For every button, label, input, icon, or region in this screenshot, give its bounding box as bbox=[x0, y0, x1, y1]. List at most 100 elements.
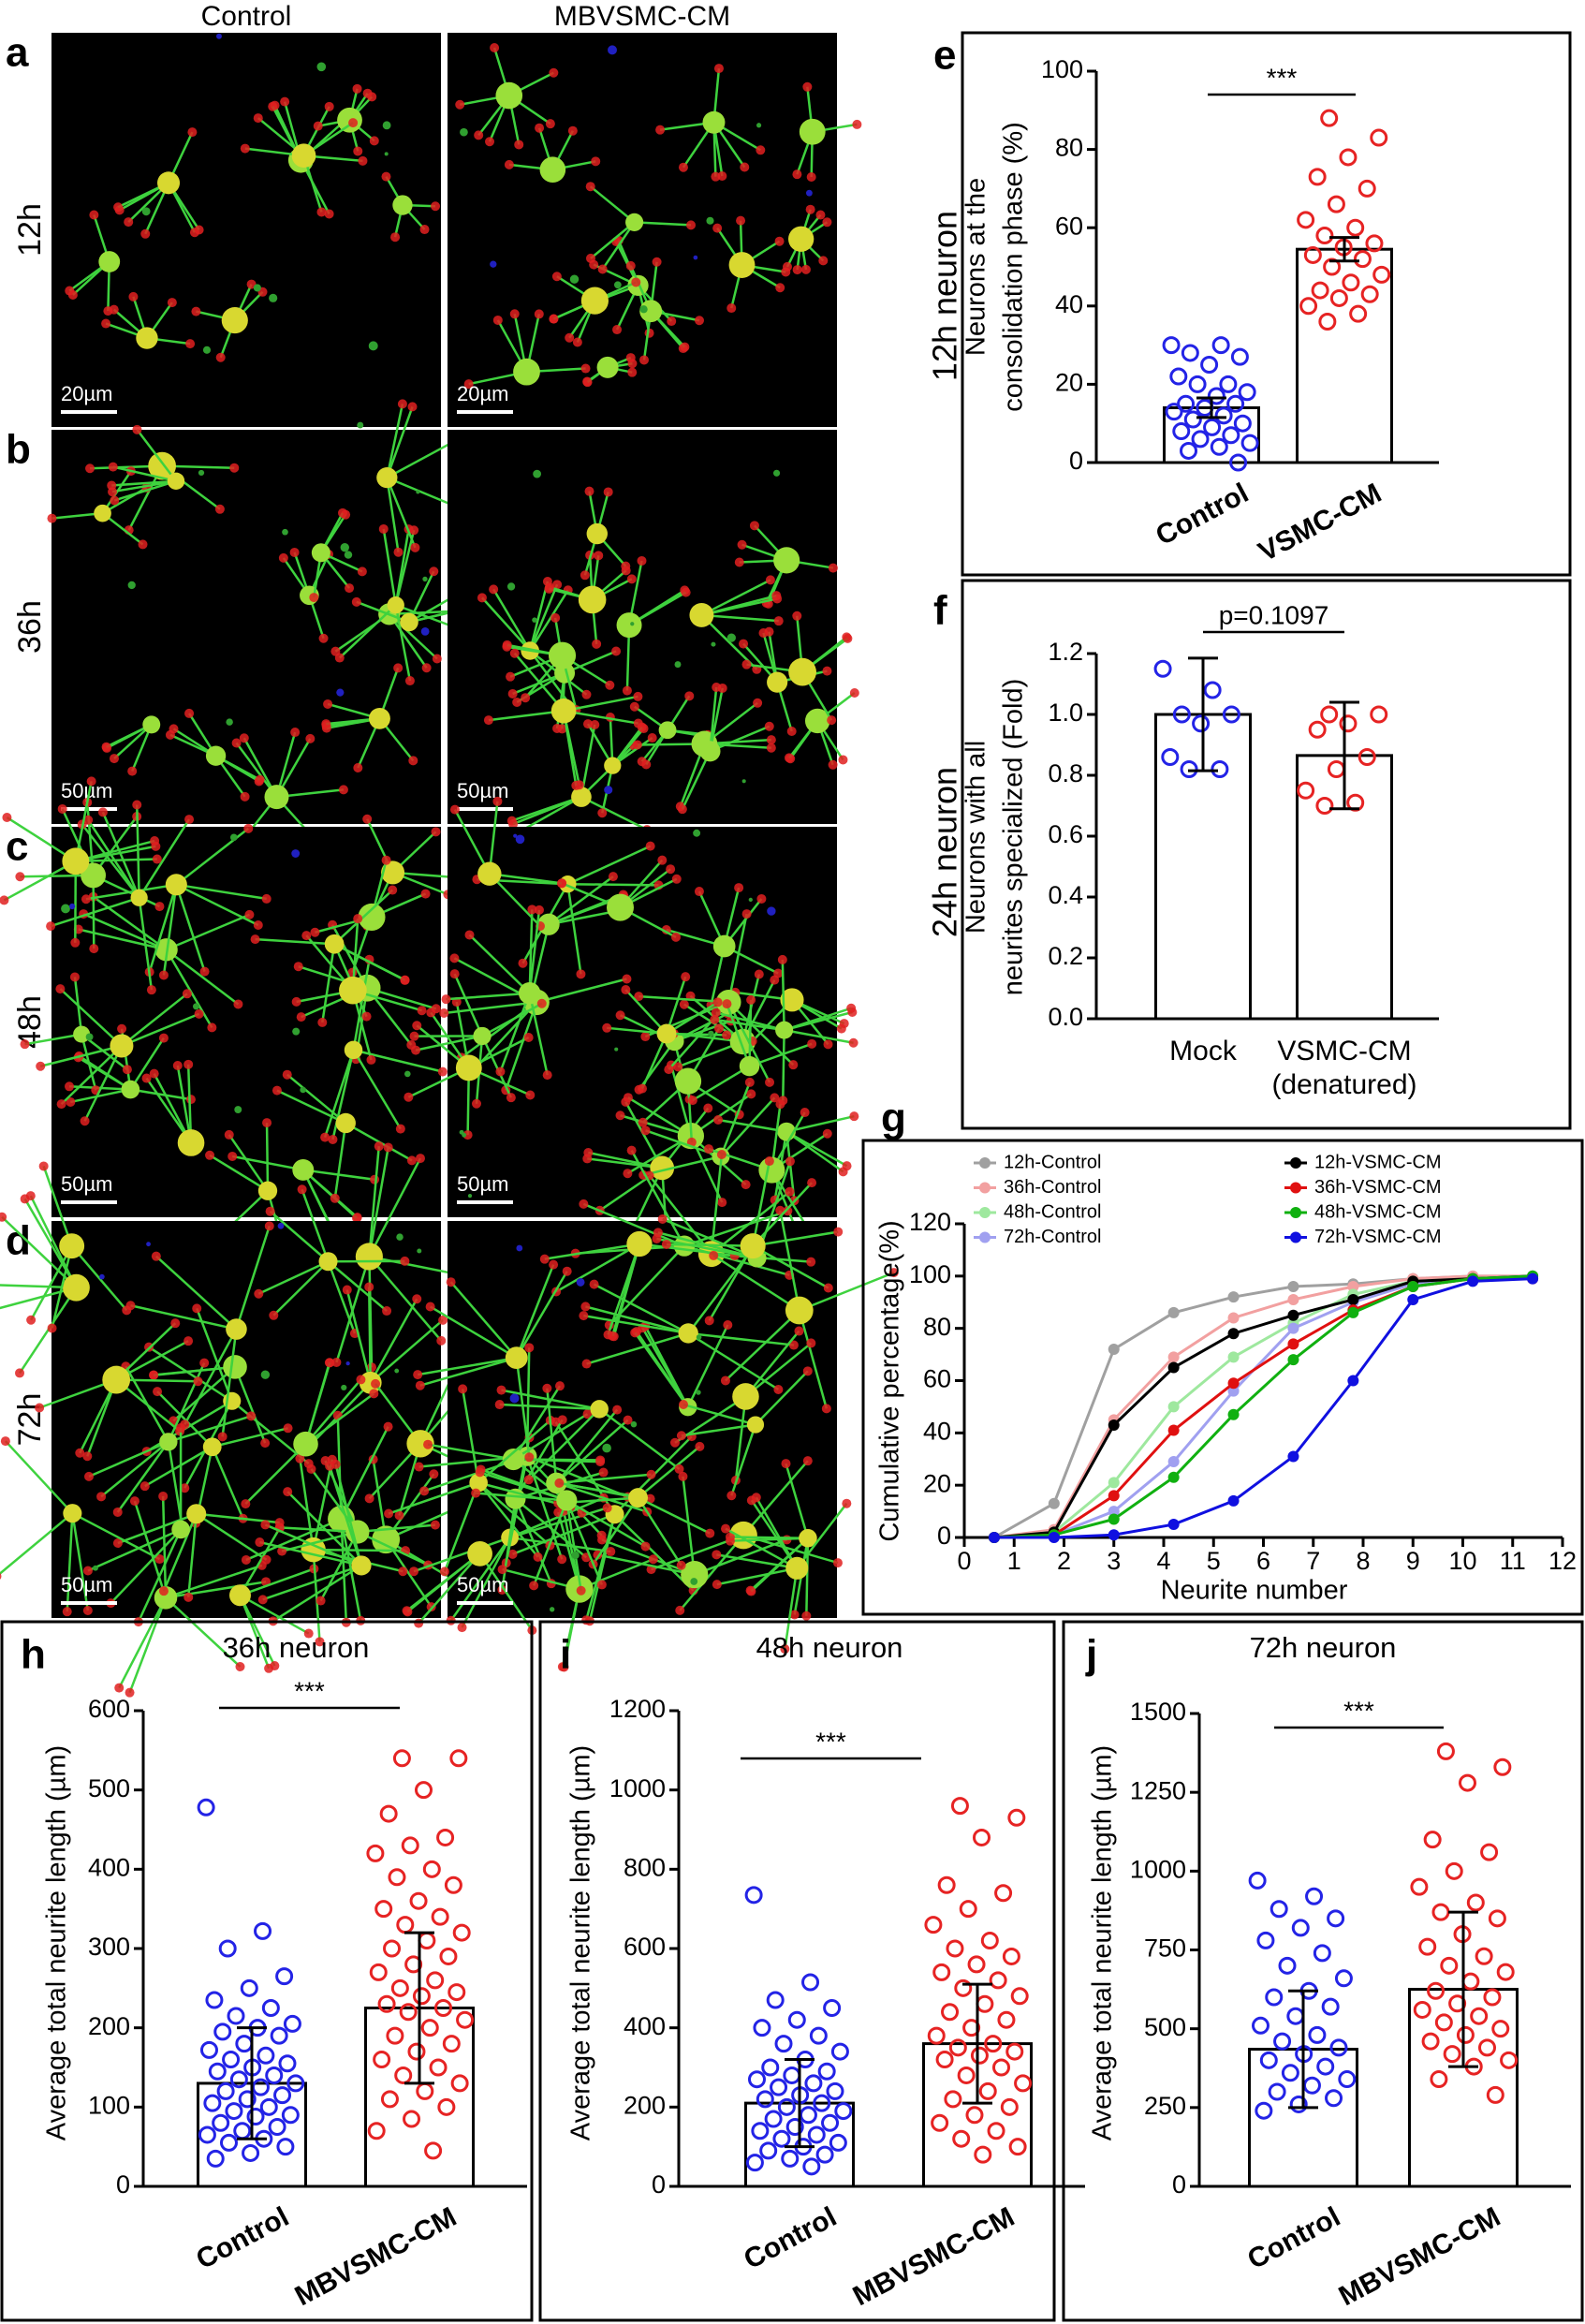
neurite bbox=[692, 1065, 751, 1102]
growth-cone bbox=[597, 1535, 608, 1545]
neurite bbox=[548, 875, 614, 926]
growth-cone bbox=[579, 1311, 589, 1321]
growth-cone bbox=[646, 1469, 656, 1479]
neurite bbox=[386, 404, 404, 478]
neurite bbox=[709, 687, 724, 752]
data-point bbox=[1000, 2097, 1019, 2116]
panel-frame bbox=[861, 1139, 1584, 1616]
x-tick-label: 12 bbox=[1548, 1547, 1577, 1575]
data-point bbox=[1180, 441, 1198, 460]
growth-cone bbox=[194, 225, 204, 235]
data-point bbox=[1233, 414, 1252, 433]
y-tick-label: 1.2 bbox=[1048, 638, 1083, 666]
growth-cone bbox=[680, 342, 690, 352]
neurite bbox=[417, 1356, 517, 1376]
debris bbox=[416, 490, 420, 494]
neurite bbox=[118, 1596, 168, 1689]
data-point bbox=[1153, 659, 1172, 678]
neurite bbox=[499, 1403, 600, 1411]
debris bbox=[291, 849, 301, 858]
neurite bbox=[590, 221, 636, 259]
data-point bbox=[761, 2058, 780, 2077]
growth-cone bbox=[191, 306, 201, 316]
micrograph bbox=[47, 399, 473, 855]
y-tick-label: 0.8 bbox=[1048, 759, 1083, 787]
neurite bbox=[334, 1464, 363, 1566]
soma bbox=[264, 785, 289, 810]
y-tick-label: 500 bbox=[88, 1774, 130, 1802]
data-point bbox=[203, 2094, 222, 2112]
debris bbox=[711, 641, 716, 647]
growth-cone bbox=[457, 1623, 467, 1633]
neurite bbox=[589, 185, 636, 224]
series-marker bbox=[1227, 1351, 1240, 1363]
growth-cone bbox=[827, 715, 837, 726]
soma bbox=[73, 1025, 91, 1043]
data-point bbox=[1259, 2051, 1278, 2069]
neurite bbox=[750, 1499, 799, 1569]
soma bbox=[372, 1525, 401, 1554]
row-label: 36h bbox=[12, 600, 48, 654]
growth-cone bbox=[426, 1008, 436, 1018]
growth-cone bbox=[194, 1008, 204, 1019]
legend-label: 72h-Control bbox=[1004, 1227, 1102, 1247]
growth-cone bbox=[255, 774, 265, 785]
neurite bbox=[357, 1523, 436, 1534]
soma bbox=[205, 745, 227, 766]
growth-cone bbox=[417, 1006, 427, 1016]
growth-cone bbox=[296, 1012, 306, 1022]
growth-cone bbox=[806, 1338, 816, 1348]
neurite bbox=[725, 1309, 800, 1382]
growth-cone bbox=[525, 1090, 536, 1100]
growth-cone bbox=[449, 804, 460, 815]
growth-cone bbox=[101, 318, 111, 329]
growth-cone bbox=[632, 740, 642, 750]
growth-cone bbox=[780, 1644, 790, 1655]
neurite bbox=[679, 1534, 745, 1611]
growth-cone bbox=[849, 1111, 859, 1122]
growth-cone bbox=[214, 504, 225, 514]
neurite bbox=[514, 1498, 552, 1584]
data-point bbox=[957, 2066, 976, 2084]
soma bbox=[339, 976, 367, 1005]
series-marker bbox=[1467, 1275, 1479, 1287]
data-point bbox=[1338, 2070, 1357, 2089]
soma bbox=[712, 934, 736, 958]
growth-cone bbox=[572, 337, 582, 347]
neurite bbox=[701, 613, 779, 623]
series-line bbox=[993, 1274, 1534, 1539]
neurite bbox=[333, 1123, 347, 1199]
growth-cone bbox=[713, 1115, 724, 1125]
growth-cone bbox=[397, 399, 407, 409]
y-tick-label: 0.0 bbox=[1048, 1003, 1083, 1031]
series-line bbox=[993, 1274, 1534, 1539]
neurite bbox=[138, 818, 191, 899]
growth-cone bbox=[800, 1108, 810, 1118]
growth-cone bbox=[193, 1376, 203, 1387]
neurite bbox=[165, 1564, 263, 1599]
growth-cone bbox=[785, 1156, 795, 1167]
growth-cone bbox=[838, 755, 848, 765]
growth-cone bbox=[15, 1368, 25, 1378]
neurite bbox=[784, 1028, 854, 1044]
y-tick-label: 200 bbox=[624, 2091, 666, 2119]
data-point bbox=[1434, 2013, 1453, 2032]
series-marker bbox=[1167, 1424, 1180, 1436]
y-axis-label: Average total neurite length (µm) bbox=[1088, 1745, 1118, 2140]
data-point bbox=[415, 1781, 433, 1800]
neurite bbox=[749, 1042, 813, 1067]
neurite bbox=[87, 819, 140, 899]
growth-cone bbox=[626, 1145, 637, 1155]
soma bbox=[656, 1023, 677, 1044]
neurite bbox=[269, 1210, 330, 1263]
growth-cone bbox=[463, 379, 474, 390]
data-point bbox=[809, 2026, 828, 2045]
growth-cone bbox=[839, 1019, 849, 1029]
growth-cone bbox=[504, 159, 514, 169]
debris bbox=[674, 661, 682, 669]
growth-cone bbox=[429, 566, 439, 577]
soma bbox=[293, 1431, 318, 1457]
growth-cone bbox=[124, 217, 134, 228]
growth-cone bbox=[26, 1315, 37, 1325]
